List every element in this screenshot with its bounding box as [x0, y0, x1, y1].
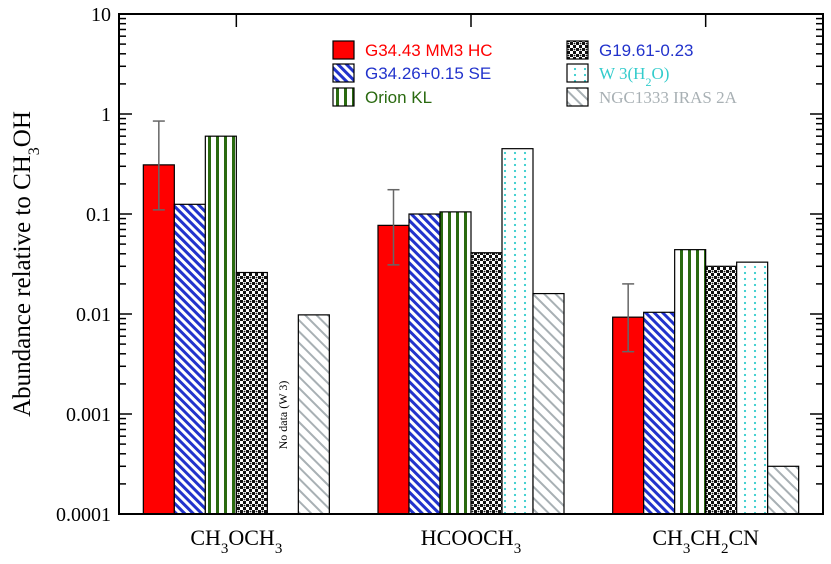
axes-frame	[118, 13, 824, 515]
bar	[204, 135, 237, 515]
bar	[532, 292, 565, 515]
axis-labels: 0.0001 0.001 0.01 0.1 1 10 CH3OCH3 HCOOCH3 CH3CH…	[9, 4, 759, 557]
bar	[297, 314, 330, 515]
legend-label: Orion KL	[365, 88, 432, 107]
x-tick-label: CH3OCH3	[190, 525, 282, 557]
bar	[501, 148, 534, 515]
y-tick-label: 0.1	[86, 204, 111, 226]
y-tick-label: 0.01	[76, 304, 111, 326]
y-tick-label: 0.001	[66, 404, 111, 426]
legend-swatch	[332, 87, 355, 107]
bar	[470, 252, 503, 515]
bar	[377, 224, 410, 515]
bar	[439, 211, 472, 515]
legend-swatch	[566, 40, 589, 60]
y-axis-label: Abundance relative to CH3OH	[9, 111, 43, 417]
bar	[736, 261, 769, 515]
legend-swatch	[566, 87, 589, 107]
y-tick-label: 1	[101, 104, 111, 126]
legend-label: G34.43 MM3 HC	[365, 41, 493, 60]
legend-swatch	[332, 40, 355, 60]
bar	[408, 213, 441, 515]
bar	[235, 271, 268, 515]
bar	[705, 265, 738, 515]
bars	[142, 135, 800, 515]
no-data-annotation: No data (W 3)	[276, 381, 290, 450]
y-tick-label: 10	[91, 4, 111, 26]
legend-label: G19.61-0.23	[599, 41, 694, 60]
legend-swatch	[566, 63, 589, 83]
legend-label: G34.26+0.15 SE	[365, 64, 491, 83]
legend: G34.43 MM3 HC G34.26+0.15 SE Orion KL G19.6…	[332, 40, 738, 107]
legend-label: W 3(H2O)	[599, 64, 669, 89]
plot-frame	[118, 13, 824, 515]
bar	[674, 249, 707, 515]
bar	[643, 311, 676, 515]
x-tick-label: CH3CH2CN	[652, 525, 759, 557]
bar	[142, 164, 175, 515]
y-tick-label: 0.0001	[56, 504, 111, 526]
legend-swatch	[332, 63, 355, 83]
bar	[173, 203, 206, 515]
bar	[767, 465, 800, 515]
error-bars	[152, 120, 635, 353]
x-tick-label: HCOOCH3	[421, 525, 521, 557]
legend-label: NGC1333 IRAS 2A	[599, 88, 738, 107]
